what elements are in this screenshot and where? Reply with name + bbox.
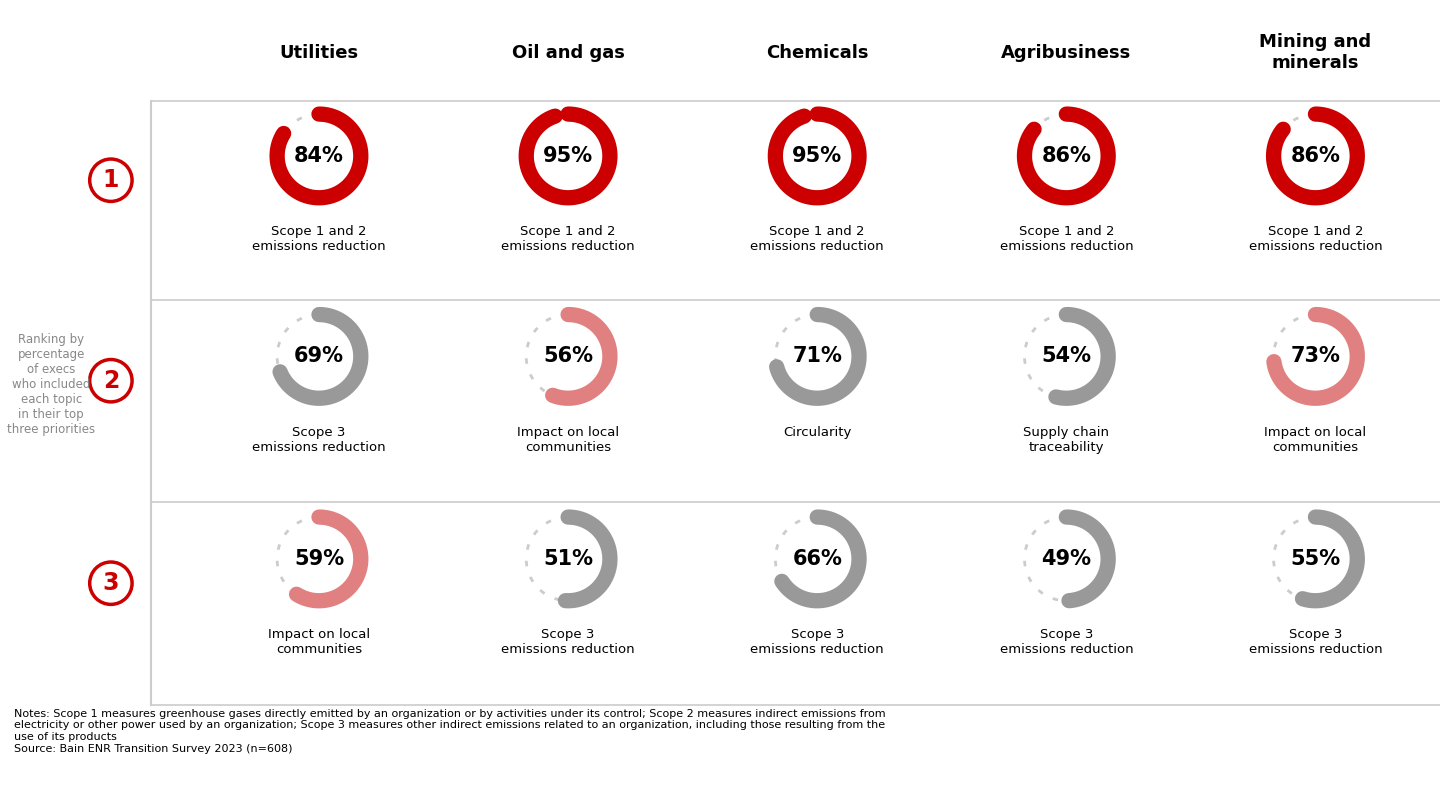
Text: 59%: 59% <box>294 549 344 569</box>
Text: Scope 3
emissions reduction: Scope 3 emissions reduction <box>252 426 386 454</box>
Text: 3: 3 <box>102 571 120 595</box>
Text: Scope 1 and 2
emissions reduction: Scope 1 and 2 emissions reduction <box>750 225 884 254</box>
Text: Utilities: Utilities <box>279 44 359 62</box>
Text: 73%: 73% <box>1290 347 1341 366</box>
Text: Scope 3
emissions reduction: Scope 3 emissions reduction <box>1248 629 1382 656</box>
Text: 84%: 84% <box>294 146 344 166</box>
Text: Impact on local
communities: Impact on local communities <box>517 426 619 454</box>
Text: 86%: 86% <box>1290 146 1341 166</box>
Text: Scope 1 and 2
emissions reduction: Scope 1 and 2 emissions reduction <box>501 225 635 254</box>
Text: Agribusiness: Agribusiness <box>1001 44 1132 62</box>
Text: 71%: 71% <box>792 347 842 366</box>
Text: Circularity: Circularity <box>783 426 851 439</box>
Text: 54%: 54% <box>1041 347 1092 366</box>
Text: 95%: 95% <box>543 146 593 166</box>
Text: 55%: 55% <box>1290 549 1341 569</box>
Text: Scope 3
emissions reduction: Scope 3 emissions reduction <box>750 629 884 656</box>
Text: 49%: 49% <box>1041 549 1092 569</box>
Text: 1: 1 <box>102 168 120 192</box>
Text: Oil and gas: Oil and gas <box>511 44 625 62</box>
Text: Scope 1 and 2
emissions reduction: Scope 1 and 2 emissions reduction <box>252 225 386 254</box>
Text: 2: 2 <box>102 369 120 393</box>
Text: 69%: 69% <box>294 347 344 366</box>
Text: 66%: 66% <box>792 549 842 569</box>
Text: 51%: 51% <box>543 549 593 569</box>
Text: Supply chain
traceability: Supply chain traceability <box>1024 426 1109 454</box>
Text: Scope 1 and 2
emissions reduction: Scope 1 and 2 emissions reduction <box>999 225 1133 254</box>
Text: Mining and
minerals: Mining and minerals <box>1260 33 1371 72</box>
Text: Scope 3
emissions reduction: Scope 3 emissions reduction <box>501 629 635 656</box>
Text: Scope 1 and 2
emissions reduction: Scope 1 and 2 emissions reduction <box>1248 225 1382 254</box>
Text: 56%: 56% <box>543 347 593 366</box>
Text: 86%: 86% <box>1041 146 1092 166</box>
Text: 95%: 95% <box>792 146 842 166</box>
Text: Impact on local
communities: Impact on local communities <box>1264 426 1367 454</box>
Text: Ranking by
percentage
of execs
who included
each topic
in their top
three priori: Ranking by percentage of execs who inclu… <box>7 333 95 437</box>
Text: Scope 3
emissions reduction: Scope 3 emissions reduction <box>999 629 1133 656</box>
Text: Notes: Scope 1 measures greenhouse gases directly emitted by an organization or : Notes: Scope 1 measures greenhouse gases… <box>14 709 886 753</box>
Text: Impact on local
communities: Impact on local communities <box>268 629 370 656</box>
Text: Chemicals: Chemicals <box>766 44 868 62</box>
